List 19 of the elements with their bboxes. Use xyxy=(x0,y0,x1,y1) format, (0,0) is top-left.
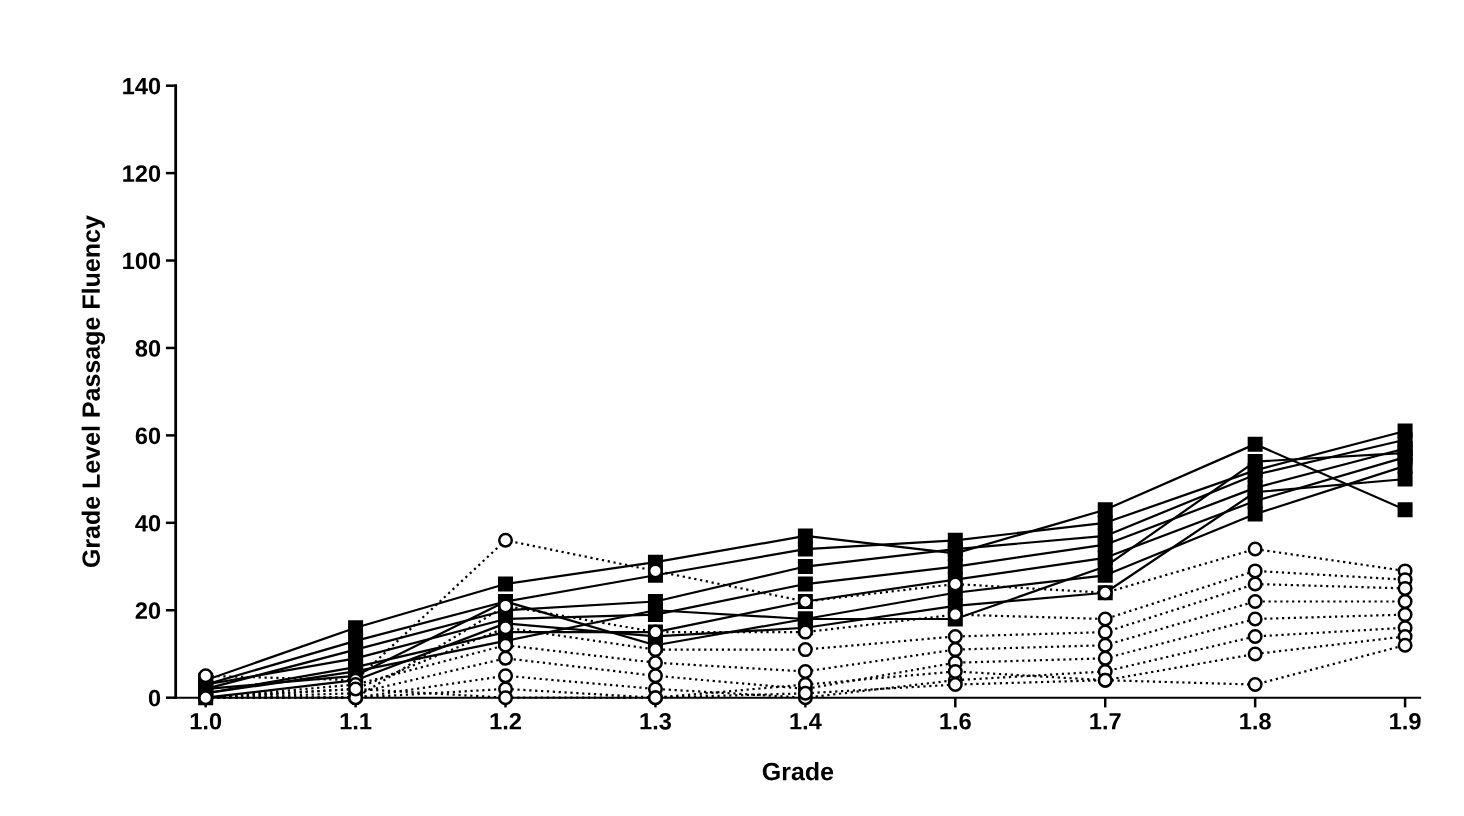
x-tick-label: 1.6 xyxy=(940,712,971,730)
y-tick-label: 140 xyxy=(123,77,161,95)
x-axis-title: Grade xyxy=(762,762,834,781)
x-tick-label: 1.0 xyxy=(190,712,222,730)
x-tick-label: 1.9 xyxy=(1390,712,1421,730)
x-tick-label: 1.8 xyxy=(1240,712,1271,730)
y-tick-label: 20 xyxy=(135,602,161,620)
x-tick-label: 1.2 xyxy=(490,712,521,730)
y-tick-label: 120 xyxy=(123,165,161,182)
y-tick-label: 60 xyxy=(135,427,161,445)
x-tick-label: 1.3 xyxy=(640,712,672,730)
x-tick-label: 1.1 xyxy=(340,713,372,730)
y-tick-label: 100 xyxy=(123,252,161,270)
x-tick-label: 1.7 xyxy=(1090,713,1121,730)
y-tick-label: 80 xyxy=(135,340,161,357)
y-tick-label: 40 xyxy=(135,514,161,532)
x-tick-label: 1.4 xyxy=(790,713,822,730)
y-tick-label: 0 xyxy=(148,689,161,707)
y-axis-title: Grade Level Passage Fluency xyxy=(81,215,106,568)
